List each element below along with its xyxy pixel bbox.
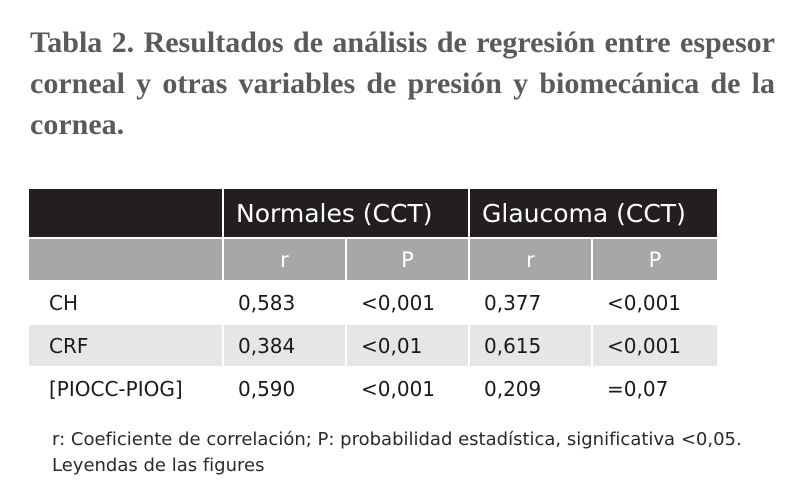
row-label: CH	[27, 280, 224, 325]
sub-header: r	[222, 237, 347, 282]
table-title: Tabla 2. Resultados de análisis de regre…	[30, 26, 775, 141]
cell: 0,583	[222, 280, 347, 325]
table-row: [PIOCC-PIOG] 0,590 <0,001 0,209 =0,07	[27, 366, 719, 411]
cell: <0,001	[591, 280, 719, 325]
sub-header: P	[345, 237, 470, 282]
table-row: CH 0,583 <0,001 0,377 <0,001	[27, 280, 719, 325]
header-cell	[27, 237, 224, 282]
row-label: CRF	[27, 323, 224, 368]
group-header-row: Normales (CCT) Glaucoma (CCT)	[27, 187, 719, 239]
cell: <0,01	[345, 323, 470, 368]
cell: <0,001	[591, 323, 719, 368]
header-cell	[27, 187, 224, 239]
results-table: Normales (CCT) Glaucoma (CCT) r P r P CH…	[27, 187, 719, 411]
group-header: Normales (CCT)	[222, 187, 470, 239]
group-header: Glaucoma (CCT)	[468, 187, 719, 239]
row-label: [PIOCC-PIOG]	[27, 366, 224, 411]
table-row: CRF 0,384 <0,01 0,615 <0,001	[27, 323, 719, 368]
cell: 0,377	[468, 280, 593, 325]
cell: 0,590	[222, 366, 347, 411]
sub-header: r	[468, 237, 593, 282]
cell: =0,07	[591, 366, 719, 411]
footnote: r: Coeficiente de correlación; P: probab…	[52, 429, 742, 450]
cell: 0,615	[468, 323, 593, 368]
cell: <0,001	[345, 280, 470, 325]
sub-header-row: r P r P	[27, 237, 719, 282]
footnote: Leyendas de las figures	[52, 455, 265, 476]
cell: <0,001	[345, 366, 470, 411]
cell: 0,209	[468, 366, 593, 411]
sub-header: P	[591, 237, 719, 282]
cell: 0,384	[222, 323, 347, 368]
